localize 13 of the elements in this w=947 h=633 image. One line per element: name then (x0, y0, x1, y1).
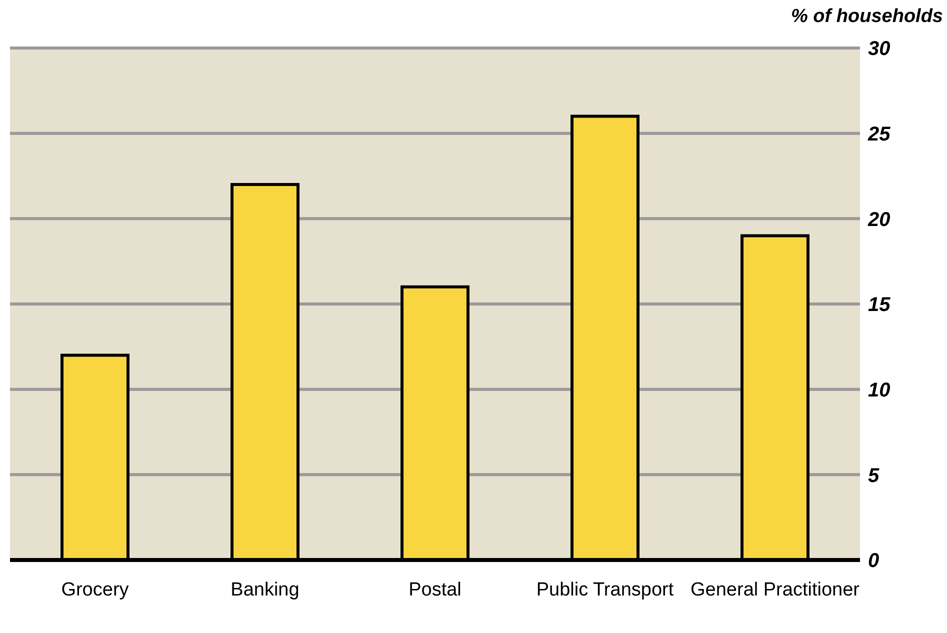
y-tick-label: 5 (868, 464, 880, 487)
x-tick-label: Postal (408, 579, 462, 600)
x-tick-label: Grocery (61, 579, 130, 600)
y-tick-label: 30 (868, 38, 890, 60)
x-tick-label: Banking (230, 579, 300, 600)
y-tick-label: 20 (867, 208, 890, 231)
y-tick-label: 25 (867, 123, 892, 146)
y-tick-label: 10 (868, 379, 890, 402)
y-tick-label: 0 (868, 550, 880, 572)
y-tick-label: 15 (868, 294, 892, 316)
y-axis-title: % of households (791, 6, 943, 28)
x-tick-label: Public Transport (536, 579, 674, 600)
x-tick-label: General Practitioner (690, 579, 860, 600)
